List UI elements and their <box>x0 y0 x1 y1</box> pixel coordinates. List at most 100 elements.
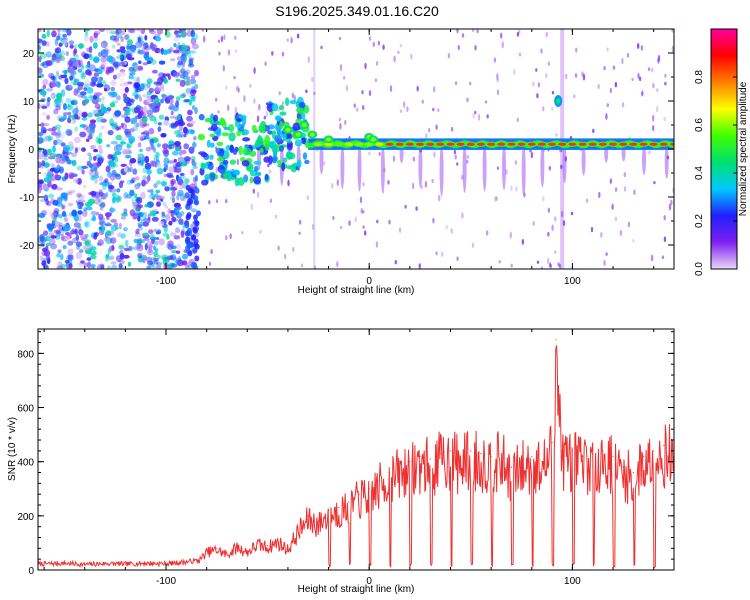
spectrogram-noise-cell <box>70 100 75 105</box>
spectrogram-noise-cell <box>118 71 126 77</box>
spectrogram-scatter-cell <box>614 81 618 88</box>
spectrogram-scatter-cell <box>277 245 280 251</box>
spectrogram-noise-cell <box>121 212 128 217</box>
spectrogram-noise-cell <box>156 180 162 185</box>
spectrogram-noise-cell <box>184 129 190 135</box>
spectrogram-noise-cell <box>55 156 62 164</box>
spectrogram-noise-cell <box>129 209 136 217</box>
spectrogram-blob-cell <box>209 154 214 160</box>
spectrogram-noise-cell <box>45 235 51 242</box>
spectrogram-noise-cell <box>67 254 74 261</box>
spectrogram-scatter-cell <box>311 76 314 83</box>
spectrogram-noise-cell <box>193 136 197 141</box>
spectrogram-noise-cell <box>149 115 157 122</box>
spectrogram-noise-cell <box>167 160 175 164</box>
spectrogram-scatter-cell <box>537 82 541 88</box>
spectrogram-scatter-cell <box>496 73 499 80</box>
spectrogram-noise-cell <box>152 69 158 74</box>
spectrogram-scatter-cell <box>305 89 308 94</box>
spectrogram-noise-cell <box>192 176 197 183</box>
spectrogram-noise-cell <box>55 104 61 107</box>
spectrogram-noise-cell <box>174 120 179 126</box>
spectrogram-noise-cell <box>107 130 114 136</box>
spectrogram-scatter-cell <box>585 198 589 203</box>
spectrogram-scatter-cell <box>339 63 343 72</box>
spectrogram-noise-cell <box>111 36 119 40</box>
spectrogram-noise-cell <box>155 189 161 194</box>
spectrogram-blob-cell <box>230 176 236 181</box>
spectrogram-noise-cell <box>43 264 49 269</box>
spectrogram-scatter-cell <box>393 55 396 63</box>
spectrogram-scatter-cell <box>471 29 475 33</box>
spectrogram-streak-cell <box>192 247 198 254</box>
spectrogram-noise-cell <box>126 179 133 185</box>
spectrogram-streak-cell <box>184 230 190 237</box>
spectrogram-noise-cell <box>189 95 196 100</box>
spectrogram-scatter-cell <box>237 87 240 93</box>
spectrogram-scatter-cell <box>416 85 419 92</box>
spectrogram-noise-cell <box>120 141 127 145</box>
snr-data-point <box>307 515 309 517</box>
spectrogram-scatter-cell <box>399 43 402 48</box>
spectrogram-noise-cell <box>66 130 73 136</box>
spectrogram-scatter-cell <box>554 216 557 222</box>
spectrogram-scatter-cell <box>215 166 218 174</box>
spectrogram-noise-cell <box>105 49 110 54</box>
spectrogram-noise-cell <box>46 257 51 265</box>
spectrogram-noise-cell <box>46 100 51 108</box>
spectrogram-noise-cell <box>118 244 125 250</box>
spectrogram-noise-cell <box>109 255 115 260</box>
spectrogram-streak-cell <box>193 214 198 221</box>
spectrogram-noise-cell <box>56 92 63 100</box>
spectrogram-noise-cell <box>181 92 187 98</box>
spectrogram-noise-cell <box>50 163 56 168</box>
spectrogram-noise-cell <box>133 65 139 70</box>
spectrogram-noise-cell <box>133 107 140 114</box>
snr-data-point <box>378 480 380 482</box>
spectrogram-noise-cell <box>120 48 126 54</box>
spectrogram-noise-cell <box>176 250 181 254</box>
spectrogram-noise-cell <box>103 48 109 52</box>
spectrogram-noise-cell <box>169 58 176 62</box>
spectrogram-early-core <box>295 132 301 137</box>
spectrogram-scatter-cell <box>234 35 237 40</box>
spectrogram-scatter-cell <box>560 210 564 218</box>
spectrogram-noise-cell <box>129 29 136 34</box>
spectrogram-blob-cell <box>232 169 240 176</box>
snr-data-point <box>277 539 279 541</box>
snr-data-point <box>490 455 492 457</box>
spectrogram-noise-cell <box>110 219 117 223</box>
spectrogram-noise-cell <box>194 174 198 182</box>
spectrogram-noise-cell <box>110 140 118 145</box>
spectrogram-noise-cell <box>71 74 75 79</box>
spectrogram-noise-cell <box>169 232 177 237</box>
snr-data-point <box>521 461 523 463</box>
spectrogram-vertical-streak <box>439 144 444 197</box>
spectrogram-noise-cell <box>63 39 68 47</box>
spectrogram-blob-cell <box>207 162 214 171</box>
spectrogram-noise-cell <box>80 72 86 80</box>
spectrogram-streak-cell <box>192 264 198 269</box>
spectrogram-noise-cell <box>124 81 129 86</box>
spectrogram-noise-cell <box>120 216 126 220</box>
spectrogram-noise-cell <box>78 229 84 236</box>
spectrogram-noise-cell <box>41 160 46 167</box>
spectrogram-blob-cell <box>204 117 212 123</box>
snr-panel: -100 0 100 0 200 400 600 800 Height of straight… <box>7 328 675 595</box>
spectrogram-scatter-cell <box>663 116 666 122</box>
spectrogram-ridge-peak <box>649 142 658 146</box>
spectrogram-noise-cell <box>105 192 109 197</box>
spectrogram-streak-cell <box>192 227 198 234</box>
spectrogram-scatter-cell <box>362 225 365 229</box>
spectrogram-noise-cell <box>78 43 84 49</box>
spectrogram-noise-cell <box>45 51 52 58</box>
spectrogram-scatter-cell <box>336 179 339 187</box>
spectrogram-noise-cell <box>179 172 185 177</box>
spectrogram-noise-cell <box>140 191 146 200</box>
spectrogram-scatter-cell <box>494 196 497 202</box>
spectrogram-scatter-cell <box>651 67 654 73</box>
spectrogram-scatter-cell <box>339 225 343 230</box>
spectrogram-noise-cell <box>194 107 198 115</box>
spectrogram-noise-cell <box>88 169 97 177</box>
spectrogram-noise-cell <box>84 96 92 102</box>
